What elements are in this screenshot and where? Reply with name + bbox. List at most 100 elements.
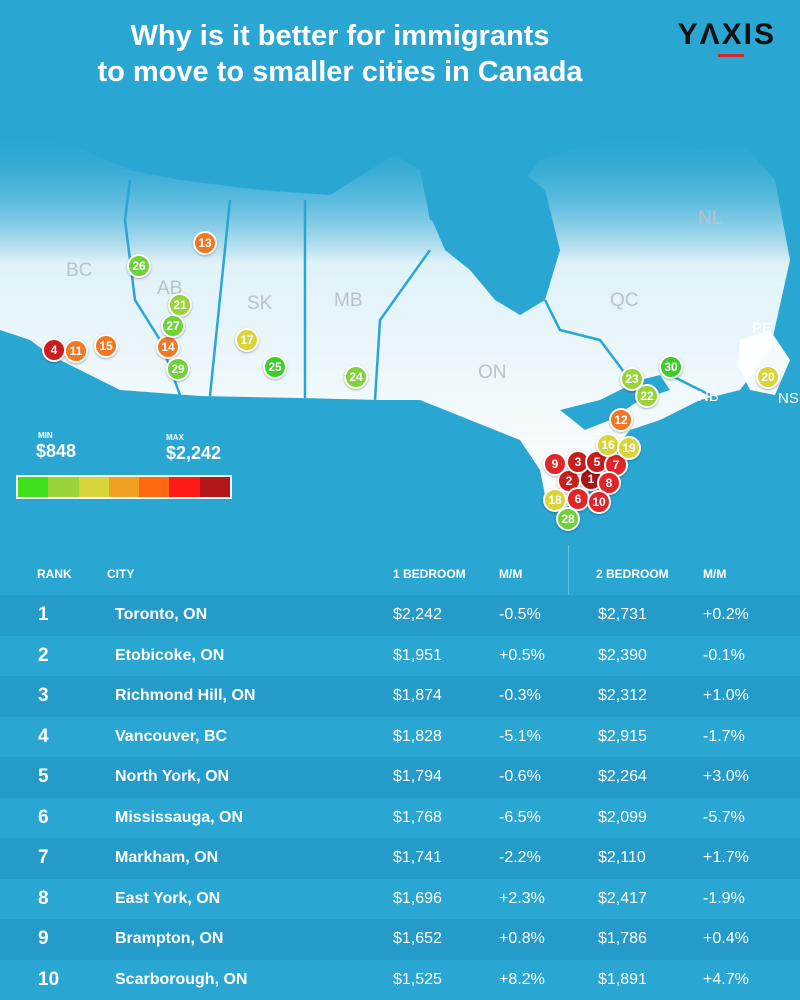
cell-1-bedroom: $2,242 [393,606,442,623]
cell-2-bedroom: $2,110 [598,849,646,866]
table-row: 3 Richmond Hill, ON $1,874 -0.3% $2,312 +1.0% [0,676,800,717]
cell-mm-1: -0.5% [499,606,541,623]
logo-underline [717,54,744,57]
cell-rank: 2 [38,644,49,666]
legend-swatch [48,477,79,497]
city-marker-18: 18 [543,488,567,512]
land-shape [0,130,790,510]
legend-max-label: MAX [166,433,184,442]
cell-mm-2: -1.7% [703,727,745,745]
header-2-bedroom: 2 BEDROOM [596,567,669,581]
page-title: Why is it better for immigrants to move … [60,18,620,90]
city-marker-9: 9 [543,452,567,476]
cell-rank: 8 [38,887,49,909]
cell-2-bedroom: $1,786 [598,930,647,947]
cell-rank: 7 [38,847,49,868]
header-mm-2: M/M [703,567,727,581]
cell-city: Etobicoke, ON [115,646,225,664]
cell-mm-2: -5.7% [703,808,745,826]
cell-mm-1: +8.2% [499,970,545,988]
city-marker-15: 15 [94,334,118,358]
cell-city: Mississauga, ON [115,808,244,826]
header-city: CITY [107,567,135,581]
table-row: 9 Brampton, ON $1,652 +0.8% $1,786 +0.4% [0,919,800,960]
cell-city: Brampton, ON [115,930,224,947]
legend-swatch [108,477,140,497]
header-rank: RANK [37,567,72,581]
legend-swatch [199,477,230,497]
city-marker-27: 27 [161,314,185,338]
cell-rank: 9 [38,928,49,949]
legend-swatch [139,477,170,497]
cell-mm-2: +4.7% [703,970,749,988]
city-marker-13: 13 [193,231,217,255]
city-marker-16: 16 [596,433,620,457]
cell-city: Markham, ON [115,849,219,866]
cell-rank: 3 [38,685,49,706]
cell-mm-1: -2.2% [499,849,541,866]
cell-rank: 1 [38,604,49,625]
cell-city: Richmond Hill, ON [115,687,256,704]
header: Why is it better for immigrants to move … [0,0,800,110]
table-row: 8 East York, ON $1,696 +2.3% $2,417 -1.9% [0,878,800,919]
city-marker-4: 4 [42,338,66,362]
city-marker-8: 8 [597,471,621,495]
cell-mm-2: -1.9% [703,889,745,907]
legend-swatch [169,477,200,497]
province-sk: SK [247,293,273,314]
city-marker-26: 26 [127,254,151,278]
city-marker-30: 30 [659,355,683,379]
cell-mm-1: +0.8% [499,930,545,947]
province-qc: QC [610,290,639,311]
city-marker-14: 14 [156,335,180,359]
city-marker-25: 25 [263,355,287,379]
cell-mm-2: +1.7% [703,849,749,866]
cell-rank: 4 [38,725,49,747]
table-row: 7 Markham, ON $1,741 -2.2% $2,110 +1.7% [0,838,800,879]
province-nl: NL [698,208,723,229]
title-line-1: Why is it better for immigrants [130,20,550,52]
legend-swatch [78,477,109,497]
legend-min-label: MIN [38,431,53,440]
canada-map: BC AB SK MB ON QC NL PE NB NS 1 2 3 4 5 … [0,100,800,545]
cell-2-bedroom: $2,417 [598,889,647,907]
table-header: RANK CITY 1 BEDROOM M/M 2 BEDROOM M/M [0,555,800,595]
legend-max-value: $2,242 [166,443,222,463]
cell-2-bedroom: $2,312 [598,687,647,704]
cell-mm-1: +2.3% [499,889,545,907]
table-row: 5 North York, ON $1,794 -0.6% $2,264 +3.0% [0,757,800,798]
cell-mm-2: +1.0% [703,687,749,704]
cell-2-bedroom: $2,915 [598,727,647,745]
legend-min-value: $848 [36,441,77,461]
cell-rank: 6 [38,806,49,828]
cell-city: East York, ON [115,889,221,907]
table-row: 4 Vancouver, BC $1,828 -5.1% $2,915 -1.7% [0,716,800,757]
table-row: 10 Scarborough, ON $1,525 +8.2% $1,891 +4.7% [0,959,800,1000]
cell-1-bedroom: $1,951 [393,646,442,664]
cell-1-bedroom: $1,741 [393,849,442,866]
cell-mm-1: -0.6% [499,768,541,785]
legend-color-scale [16,475,232,499]
cell-mm-1: +0.5% [499,646,545,664]
header-mm-1: M/M [499,567,523,581]
table-body: 1 Toronto, ON $2,242 -0.5% $2,731 +0.2% 2 Etobi… [0,595,800,1000]
cell-1-bedroom: $1,794 [393,768,442,785]
table-row: 6 Mississauga, ON $1,768 -6.5% $2,099 -5.7% [0,797,800,838]
table-row: 2 Etobicoke, ON $1,951 +0.5% $2,390 -0.1% [0,635,800,676]
cell-city: Vancouver, BC [115,727,228,745]
cell-city: North York, ON [115,768,230,785]
cell-2-bedroom: $2,099 [598,808,647,826]
cell-mm-2: +0.2% [703,606,749,623]
cell-mm-2: +3.0% [703,768,749,785]
cell-mm-2: -0.1% [703,646,745,664]
city-marker-23: 23 [620,367,644,391]
cell-2-bedroom: $2,731 [598,606,647,623]
cell-1-bedroom: $1,696 [393,889,442,907]
cell-rank: 10 [38,968,60,990]
cell-1-bedroom: $1,525 [393,970,442,988]
cell-1-bedroom: $1,874 [393,687,442,704]
cell-2-bedroom: $1,891 [598,970,647,988]
city-marker-10: 10 [587,490,611,514]
province-ns: NS [778,390,799,407]
title-line-2: to move to smaller cities in Canada [97,56,583,88]
